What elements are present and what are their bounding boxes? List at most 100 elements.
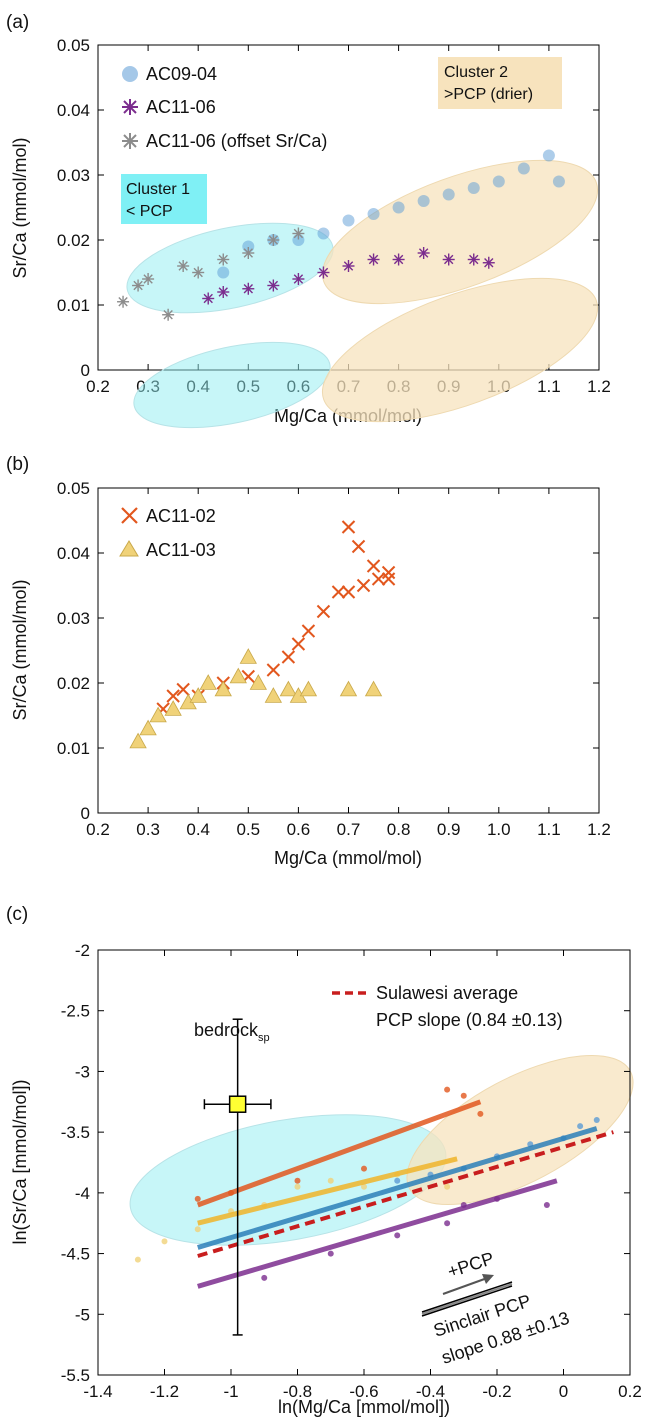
panel-0-xtick-label: 1.1 xyxy=(537,377,561,396)
panel-0-ytick-label: 0.02 xyxy=(57,231,90,250)
panel-a-point-ac11-06-offset-sr-ca xyxy=(292,227,305,240)
panel-2-xtick-label: -1.2 xyxy=(150,1382,179,1401)
panel-b-point-ac11-02 xyxy=(291,637,306,651)
panel-c-point-ac11-02 xyxy=(477,1110,484,1117)
panel-b-point-ac11-03 xyxy=(364,680,383,697)
panel-1-ytick-label: 0.03 xyxy=(57,609,90,628)
cluster-2-ellipse xyxy=(321,159,599,305)
panel-a-point-ac11-06 xyxy=(292,273,305,285)
panel-b-point-ac11-02 xyxy=(371,572,386,586)
panel-b-point-ac11-03 xyxy=(279,680,298,697)
bedrock-marker xyxy=(228,1095,247,1113)
panel-a-point-ac11-06-offset-sr-ca xyxy=(267,234,280,246)
cluster-1-ellipse xyxy=(126,222,334,314)
panel-a-point-ac11-06-offset-sr-ca xyxy=(132,279,145,292)
panel-b-point-ac11-03 xyxy=(189,687,207,703)
panel-b-cluster-2-ellipse xyxy=(321,277,599,423)
panel-a-point-ac11-06-offset-sr-ca xyxy=(162,308,175,321)
panel-b-xlabel: Mg/Ca (mmol/mol) xyxy=(274,848,422,868)
panel-a-points xyxy=(117,149,565,321)
panel-2-ytick-label: -5 xyxy=(75,1305,90,1324)
pcp-arrow xyxy=(442,1274,494,1295)
panel-0-xtick-label: 1.2 xyxy=(587,377,611,396)
panel-1-ytick-label: 0.02 xyxy=(57,674,90,693)
panel-2-xtick-label: -1 xyxy=(223,1382,238,1401)
panel-2-xtick-label: 0.2 xyxy=(618,1382,642,1401)
panel-b-ylabel: Sr/Ca (mmol/mol) xyxy=(10,579,30,720)
panel-c-ylabel: ln(Sr/Ca [mmol/mol]) xyxy=(10,1079,30,1244)
panel-a-point-ac11-06 xyxy=(202,292,215,305)
panel-2-ytick-label: -3 xyxy=(75,1062,90,1081)
panel-1-xtick-label: 0.3 xyxy=(136,820,160,839)
panel-b-point-ac11-03 xyxy=(149,706,167,723)
panel-1-xtick-label: 0.4 xyxy=(186,820,210,839)
panel-a-point-ac11-06 xyxy=(367,253,380,266)
panel-b-point-ac11-03 xyxy=(264,687,283,703)
bedrock-label: bedrocksp xyxy=(194,1020,270,1044)
panel-a-point-ac09-04 xyxy=(392,201,405,214)
panel-0-ytick-label: 0 xyxy=(81,361,90,380)
cluster-1-note: < PCP xyxy=(126,203,173,220)
panel-c-point-ac11-02 xyxy=(460,1092,467,1099)
panel-a-point-ac09-04 xyxy=(542,149,555,162)
panel-a-point-ac11-06-offset-sr-ca xyxy=(142,273,155,285)
panel-2-xtick-label: -0.6 xyxy=(349,1382,378,1401)
panel-1-ytick-label: 0.01 xyxy=(57,739,90,758)
panel-c-point-ac11-03 xyxy=(134,1256,141,1263)
panel-2-xtick-label: 0 xyxy=(559,1382,568,1401)
panel-c-point-ac11-06 xyxy=(261,1274,268,1281)
panel-b-point-ac11-03 xyxy=(299,680,318,697)
panel-c-point-ac11-03 xyxy=(161,1238,168,1245)
panel-b-point-ac11-02 xyxy=(166,689,180,703)
panel-b-point-ac11-03 xyxy=(139,719,157,736)
panel-a-point-ac11-06 xyxy=(317,266,330,279)
panel-2-ytick-label: -5.5 xyxy=(61,1366,90,1385)
panel-b-point-ac11-02 xyxy=(381,565,396,580)
panel-1-ytick-label: 0 xyxy=(81,804,90,823)
panel-a-point-ac11-06 xyxy=(442,253,455,266)
panel-c-point-ac09-04 xyxy=(577,1123,584,1130)
legend-marker-ac11-06-offset xyxy=(122,133,138,149)
panel-b-point-ac11-02 xyxy=(381,572,396,586)
panel-b-point-ac11-03 xyxy=(129,732,147,749)
legend-marker-ac09-04 xyxy=(122,66,138,82)
panel-c-point-ac11-06 xyxy=(327,1250,334,1257)
panel-a-point-ac09-04 xyxy=(417,195,430,207)
panel-a-point-ac09-04 xyxy=(552,175,565,188)
panel-b-frame xyxy=(97,487,600,814)
panel-c-point-ac11-06 xyxy=(543,1202,550,1208)
panel-c-fit-lines xyxy=(196,1099,614,1289)
panel-a-point-ac11-06 xyxy=(242,282,255,295)
legend-marker-ac11-03 xyxy=(119,540,139,557)
panel-1-xtick-label: 0.8 xyxy=(387,820,411,839)
legend-marker-ac11-02 xyxy=(121,507,138,524)
legend-marker-ac11-06 xyxy=(122,99,138,115)
panel-a-point-ac11-06 xyxy=(217,286,230,298)
panel-1-xtick-label: 0.6 xyxy=(287,820,311,839)
panel-b-point-ac11-03 xyxy=(339,680,358,697)
fit-line xyxy=(197,1178,558,1289)
panel-c-point-ac11-06 xyxy=(394,1232,401,1239)
panel-c-point-ac11-02 xyxy=(294,1177,301,1184)
panel-c-xlabel: ln(Mg/Ca [mmol/mol]) xyxy=(278,1397,450,1417)
panel-a-point-ac09-04 xyxy=(217,266,230,279)
panel-b-point-ac11-03 xyxy=(199,674,217,690)
panel-2-ytick-label: -3.5 xyxy=(61,1123,90,1142)
panel-1-xtick-label: 1.0 xyxy=(487,820,511,839)
legend-label-ac11-02: AC11-02 xyxy=(146,506,216,526)
panel-0-ytick-label: 0.04 xyxy=(57,101,90,120)
legend-sulawesi-line2: PCP slope (0.84 ±0.13) xyxy=(376,1010,563,1030)
panel-c-point-ac11-03 xyxy=(444,1183,451,1190)
panel-a-point-ac11-06-offset-sr-ca xyxy=(242,247,255,259)
panel-b-point-ac11-02 xyxy=(351,539,366,554)
panel-a-point-ac11-06-offset-sr-ca xyxy=(192,266,205,279)
panel-2-ytick-label: -4 xyxy=(75,1184,90,1203)
panel-b-point-ac11-02 xyxy=(341,585,356,599)
panel-b-point-ac11-02 xyxy=(301,624,316,638)
panel-b-point-ac11-02 xyxy=(356,578,371,593)
panel-b-point-ac11-03 xyxy=(239,648,257,664)
panel-2-ytick-label: -4.5 xyxy=(61,1245,90,1264)
panel-1-xtick-label: 0.5 xyxy=(236,820,260,839)
panel-a-point-ac11-06-offset-sr-ca xyxy=(117,295,130,308)
panel-b-point-ac11-02 xyxy=(266,663,281,677)
